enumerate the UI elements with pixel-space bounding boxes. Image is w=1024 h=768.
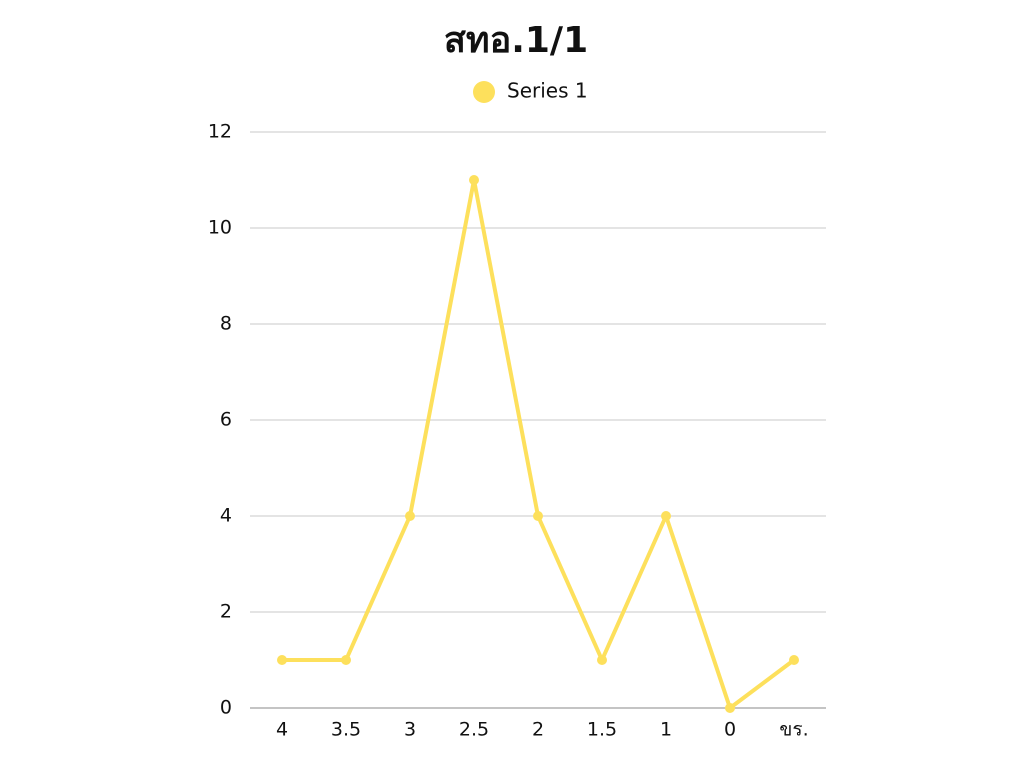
data-point (789, 655, 799, 665)
x-tick-label: 2 (532, 719, 544, 741)
x-tick-label: 2.5 (459, 719, 489, 741)
data-point (341, 655, 351, 665)
y-tick-label: 10 (208, 217, 232, 239)
data-point (277, 655, 287, 665)
data-point (597, 655, 607, 665)
data-point (661, 511, 671, 521)
data-point (405, 511, 415, 521)
legend-label: Series 1 (507, 79, 588, 103)
chart-title: สทอ.1/1 (444, 20, 588, 61)
y-tick-label: 6 (220, 409, 232, 431)
x-tick-label: 1.5 (587, 719, 617, 741)
y-tick-label: 8 (220, 313, 232, 335)
y-tick-label: 0 (220, 697, 232, 719)
x-tick-label: 4 (276, 719, 288, 741)
y-tick-label: 2 (220, 601, 232, 623)
y-tick-label: 12 (208, 121, 232, 143)
x-tick-label: 0 (724, 719, 736, 741)
data-point (469, 175, 479, 185)
legend-swatch (473, 81, 495, 103)
data-point (725, 703, 735, 713)
x-tick-label: 1 (660, 719, 672, 741)
x-tick-label: ขร. (779, 719, 808, 741)
x-tick-label: 3.5 (331, 719, 361, 741)
x-tick-label: 3 (404, 719, 416, 741)
y-tick-label: 4 (220, 505, 232, 527)
data-point (533, 511, 543, 521)
